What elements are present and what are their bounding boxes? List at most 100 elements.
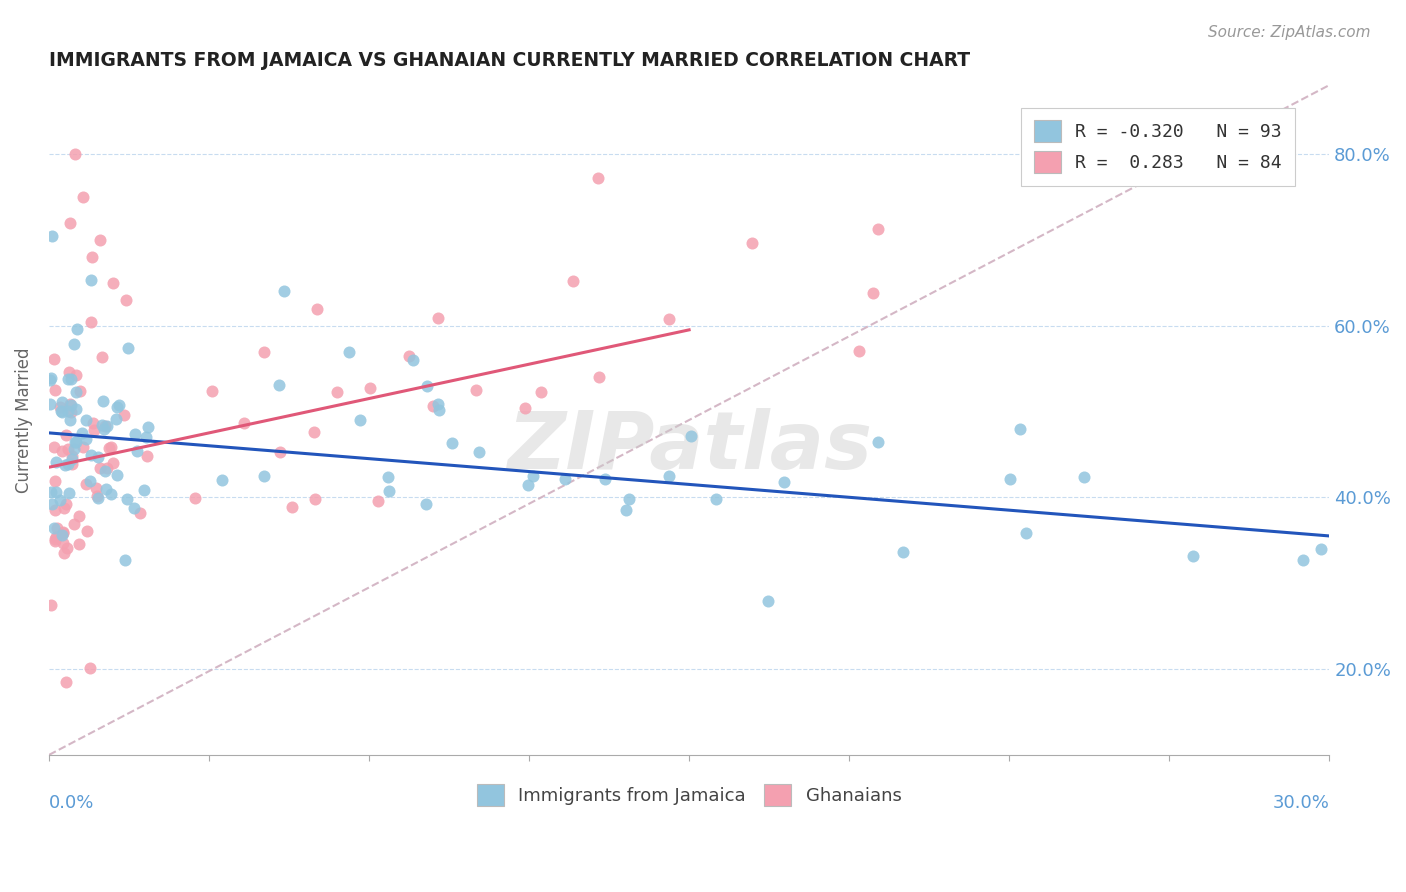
Point: [83, 423, 105, 437]
Point: [100, 440, 122, 454]
Point: [45, 455, 67, 469]
Point: [468, 445, 491, 459]
Point: [86, 489, 108, 503]
Point: [117, 342, 139, 356]
Point: [53, 500, 76, 515]
Point: [89, 233, 111, 247]
Point: [114, 293, 136, 307]
Point: [1181, 549, 1204, 564]
Point: [402, 352, 425, 367]
Point: [440, 436, 463, 450]
Point: [1292, 552, 1315, 566]
Point: [58, 365, 80, 379]
Point: [59, 397, 82, 411]
Point: [63, 442, 86, 457]
Point: [45, 484, 67, 499]
Point: [52, 524, 75, 539]
Point: [115, 491, 138, 506]
Point: [65, 368, 87, 383]
Point: [114, 553, 136, 567]
Point: [588, 370, 610, 384]
Y-axis label: Currently Married: Currently Married: [15, 347, 32, 492]
Point: [1073, 470, 1095, 484]
Point: [63, 517, 86, 532]
Point: [201, 384, 224, 398]
Point: [79, 475, 101, 489]
Point: [513, 401, 536, 415]
Point: [302, 425, 325, 439]
Point: [267, 378, 290, 392]
Point: [60, 398, 83, 412]
Point: [183, 491, 205, 506]
Point: [59, 413, 82, 427]
Point: [52, 536, 75, 550]
Point: [48, 400, 70, 414]
Point: [86, 450, 108, 464]
Point: [65, 385, 87, 400]
Text: Source: ZipAtlas.com: Source: ZipAtlas.com: [1208, 25, 1371, 40]
Point: [657, 311, 679, 326]
Point: [52, 525, 75, 540]
Point: [42, 521, 65, 535]
Text: 0.0%: 0.0%: [49, 794, 94, 812]
Point: [58, 485, 80, 500]
Point: [82, 416, 104, 430]
Point: [100, 486, 122, 500]
Point: [122, 501, 145, 516]
Point: [44, 474, 66, 488]
Point: [359, 381, 381, 395]
Text: IMMIGRANTS FROM JAMAICA VS GHANAIAN CURRENTLY MARRIED CORRELATION CHART: IMMIGRANTS FROM JAMAICA VS GHANAIAN CURR…: [49, 51, 970, 70]
Point: [42, 351, 65, 366]
Point: [75, 413, 97, 427]
Point: [90, 350, 112, 364]
Point: [52, 546, 75, 560]
Point: [349, 413, 371, 427]
Point: [232, 416, 254, 430]
Point: [41, 228, 63, 243]
Point: [132, 483, 155, 497]
Text: ZIPatlas: ZIPatlas: [506, 408, 872, 486]
Point: [94, 482, 117, 496]
Point: [55, 674, 77, 689]
Point: [253, 345, 276, 359]
Point: [75, 432, 97, 446]
Point: [76, 524, 98, 538]
Point: [862, 285, 884, 300]
Point: [75, 476, 97, 491]
Point: [124, 427, 146, 442]
Point: [72, 440, 94, 454]
Point: [304, 492, 326, 507]
Point: [39, 397, 62, 411]
Point: [44, 534, 66, 549]
Point: [87, 491, 110, 506]
Point: [772, 475, 794, 489]
Point: [105, 467, 128, 482]
Point: [377, 483, 399, 498]
Point: [90, 418, 112, 433]
Point: [59, 215, 82, 229]
Point: [307, 301, 329, 316]
Point: [79, 273, 101, 287]
Point: [562, 274, 585, 288]
Point: [80, 315, 103, 329]
Point: [465, 384, 488, 398]
Point: [45, 530, 67, 544]
Point: [56, 541, 79, 555]
Point: [741, 235, 763, 250]
Point: [522, 469, 544, 483]
Point: [98, 442, 121, 456]
Point: [96, 461, 118, 475]
Point: [377, 470, 399, 484]
Point: [593, 473, 616, 487]
Point: [427, 311, 450, 326]
Point: [60, 458, 83, 472]
Point: [269, 445, 291, 459]
Point: [56, 371, 79, 385]
Point: [60, 450, 83, 464]
Point: [679, 429, 702, 443]
Legend: Immigrants from Jamaica, Ghanaians: Immigrants from Jamaica, Ghanaians: [470, 776, 908, 813]
Point: [868, 222, 890, 236]
Point: [60, 405, 83, 419]
Point: [94, 419, 117, 434]
Point: [93, 422, 115, 436]
